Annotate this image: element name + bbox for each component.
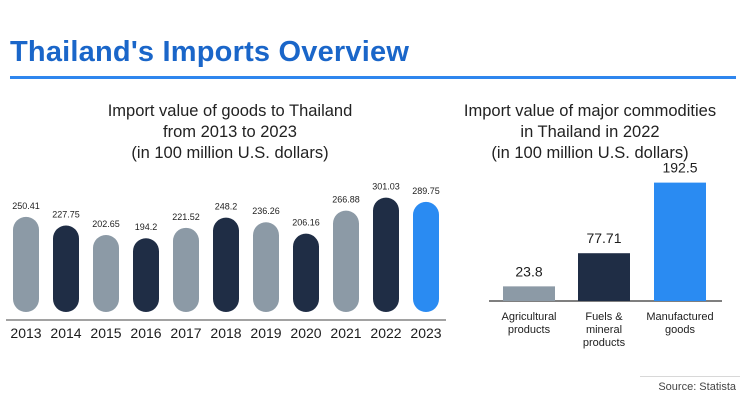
annual-imports-title-line: Import value of goods to Thailand (107, 102, 353, 120)
annual-imports-title-line: from 2013 to 2023 (163, 123, 297, 141)
bar-2018 (213, 217, 239, 312)
data-label-commodity-0: 23.8 (515, 263, 542, 279)
data-label-2016: 194.2 (135, 222, 158, 232)
annual-imports-title-line: (in 100 million U.S. dollars) (131, 144, 329, 162)
bar-2015 (93, 234, 119, 312)
commodities-chart-title: Import value of major commodities in Tha… (440, 101, 740, 164)
bar-2019 (253, 222, 279, 312)
page-title: Thailand's Imports Overview (10, 36, 410, 68)
category-label-commodity-0: products (508, 324, 551, 336)
source-divider (640, 376, 740, 377)
bar-2021 (333, 210, 359, 312)
tick-label-2014: 2014 (50, 325, 81, 341)
category-label-commodity-1: Fuels & (585, 311, 623, 323)
bar-2014 (53, 225, 79, 312)
data-label-commodity-1: 77.71 (586, 230, 621, 246)
bar-2022 (373, 197, 399, 312)
commodities-title-line: (in 100 million U.S. dollars) (491, 144, 689, 162)
bar-commodity-1 (578, 253, 630, 301)
tick-label-2013: 2013 (10, 325, 41, 341)
annual-imports-chart-title: Import value of goods to Thailand from 2… (50, 101, 410, 164)
data-label-2020: 206.16 (292, 218, 320, 228)
category-label-commodity-2: Manufactured (646, 311, 713, 323)
category-label-commodity-0: Agricultural (501, 311, 556, 323)
tick-label-2016: 2016 (130, 325, 161, 341)
data-label-commodity-2: 192.5 (662, 160, 697, 176)
bar-commodity-2 (654, 182, 706, 301)
data-label-2013: 250.41 (12, 201, 40, 211)
tick-label-2023: 2023 (410, 325, 441, 341)
commodities-title-line: Import value of major commodities (463, 102, 717, 120)
data-label-2023: 289.75 (412, 186, 440, 196)
bar-2016 (133, 238, 159, 312)
bar-2013 (13, 216, 39, 312)
tick-label-2015: 2015 (90, 325, 121, 341)
tick-label-2019: 2019 (250, 325, 281, 341)
category-label-commodity-1: products (583, 337, 626, 349)
tick-label-2017: 2017 (170, 325, 201, 341)
tick-label-2018: 2018 (210, 325, 241, 341)
title-divider (10, 76, 736, 79)
bar-2017 (173, 227, 199, 312)
data-label-2015: 202.65 (92, 219, 120, 229)
data-label-2014: 227.75 (52, 209, 80, 219)
tick-label-2022: 2022 (370, 325, 401, 341)
source-note: Source: Statista (658, 381, 736, 393)
commodities-title-line: in Thailand in 2022 (520, 123, 660, 141)
category-label-commodity-2: goods (665, 324, 695, 336)
tick-label-2020: 2020 (290, 325, 321, 341)
bar-commodity-0 (503, 286, 555, 301)
data-label-2022: 301.03 (372, 182, 400, 192)
bar-2020 (293, 233, 319, 312)
data-label-2018: 248.2 (215, 202, 238, 212)
tick-label-2021: 2021 (330, 325, 361, 341)
data-label-2017: 221.52 (172, 212, 200, 222)
category-label-commodity-1: mineral (586, 324, 622, 336)
data-label-2021: 266.88 (332, 195, 360, 205)
data-label-2019: 236.26 (252, 206, 280, 216)
bar-2023 (413, 201, 439, 312)
